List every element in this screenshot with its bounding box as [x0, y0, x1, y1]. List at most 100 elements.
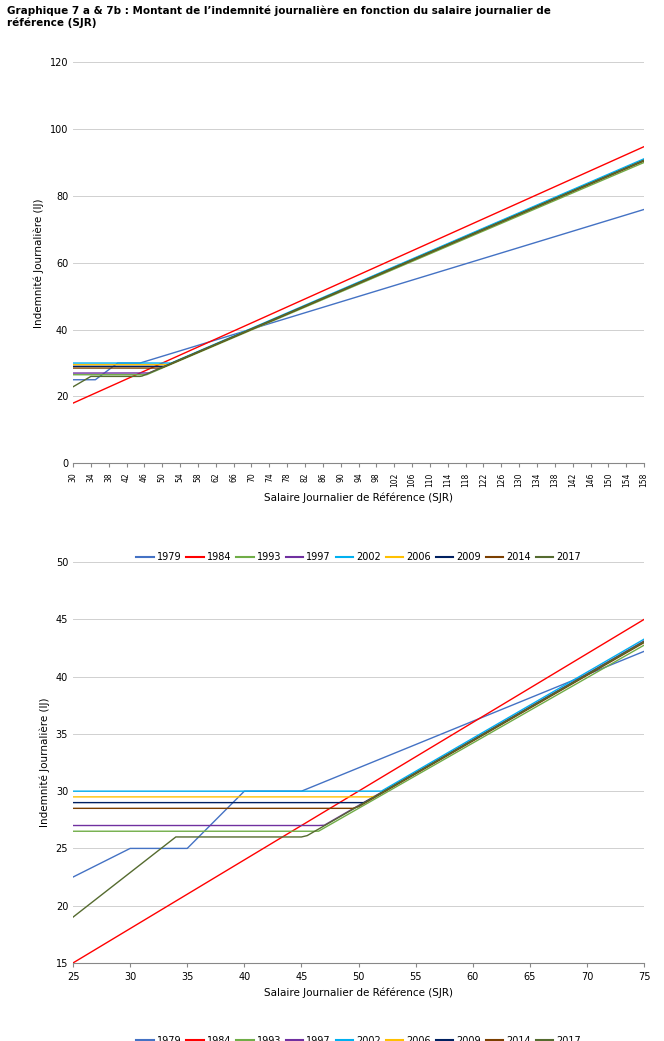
1997 — [248, 323, 256, 335]
2009 — [297, 302, 305, 314]
2002 — [640, 633, 648, 645]
1993 — [69, 824, 77, 837]
1993 — [640, 639, 648, 652]
2006 — [640, 635, 648, 648]
2017 — [412, 767, 420, 780]
2017 — [642, 153, 650, 166]
2009 — [69, 796, 77, 809]
1984 — [248, 316, 256, 329]
Line: 1984: 1984 — [73, 146, 646, 403]
2014 — [497, 718, 505, 731]
2006 — [297, 302, 305, 314]
2002 — [154, 357, 162, 370]
2017 — [69, 911, 77, 923]
Line: 2009: 2009 — [73, 159, 646, 366]
2014 — [332, 286, 340, 299]
1979 — [332, 297, 340, 309]
2002 — [69, 357, 77, 370]
Legend: 1979, 1984, 1993, 1997, 2002, 2006, 2009, 2014, 2017: 1979, 1984, 1993, 1997, 2002, 2006, 2009… — [133, 1032, 584, 1041]
1997 — [497, 717, 505, 730]
2002 — [562, 186, 570, 199]
Line: 2006: 2006 — [73, 159, 646, 364]
1993 — [332, 815, 340, 828]
2014 — [154, 362, 162, 375]
2002 — [212, 785, 220, 797]
2014 — [212, 802, 220, 814]
2002 — [497, 715, 505, 728]
2006 — [69, 791, 77, 804]
2006 — [69, 358, 77, 371]
1993 — [562, 189, 570, 202]
Line: 2002: 2002 — [73, 158, 646, 363]
2014 — [562, 188, 570, 201]
2009 — [469, 734, 477, 746]
1984 — [332, 798, 340, 811]
1993 — [297, 303, 305, 315]
1979 — [469, 715, 477, 728]
2006 — [412, 767, 420, 780]
1984 — [412, 751, 420, 763]
1993 — [642, 155, 650, 168]
2014 — [109, 802, 117, 814]
1997 — [640, 635, 648, 648]
Line: 1979: 1979 — [73, 209, 646, 380]
1997 — [212, 819, 220, 832]
2002 — [248, 322, 256, 334]
1997 — [332, 286, 340, 299]
Line: 2014: 2014 — [73, 160, 646, 369]
1979 — [248, 323, 256, 335]
1979 — [332, 771, 340, 784]
1979 — [412, 738, 420, 751]
Y-axis label: Indemnité Journalière (IJ): Indemnité Journalière (IJ) — [40, 697, 50, 828]
1984 — [640, 613, 648, 626]
1979 — [109, 850, 117, 863]
1997 — [412, 766, 420, 779]
2017 — [332, 813, 340, 826]
1979 — [212, 814, 220, 827]
2014 — [297, 302, 305, 314]
2009 — [230, 330, 238, 342]
1979 — [230, 328, 238, 340]
1993 — [332, 287, 340, 300]
1997 — [297, 302, 305, 314]
2006 — [332, 286, 340, 299]
2009 — [69, 360, 77, 373]
2009 — [212, 796, 220, 809]
X-axis label: Salaire Journalier de Référence (SJR): Salaire Journalier de Référence (SJR) — [264, 988, 453, 998]
1993 — [469, 737, 477, 750]
Line: 1993: 1993 — [73, 161, 646, 375]
2006 — [642, 153, 650, 166]
2002 — [642, 152, 650, 164]
2009 — [497, 717, 505, 730]
2006 — [497, 717, 505, 730]
2014 — [412, 767, 420, 780]
1997 — [154, 363, 162, 376]
2006 — [109, 791, 117, 804]
Text: Graphique 7 a & 7b : Montant de l’indemnité journalière en fonction du salaire j: Graphique 7 a & 7b : Montant de l’indemn… — [7, 5, 550, 28]
Line: 1984: 1984 — [73, 619, 644, 963]
1984 — [332, 279, 340, 291]
2014 — [230, 331, 238, 344]
1993 — [109, 824, 117, 837]
2017 — [497, 717, 505, 730]
1993 — [497, 720, 505, 733]
2006 — [212, 791, 220, 804]
1979 — [69, 870, 77, 883]
2002 — [230, 330, 238, 342]
Line: 2006: 2006 — [73, 641, 644, 797]
1984 — [497, 700, 505, 712]
2002 — [109, 785, 117, 797]
2006 — [230, 330, 238, 342]
1979 — [642, 203, 650, 215]
1984 — [642, 139, 650, 152]
1993 — [212, 824, 220, 837]
1997 — [69, 819, 77, 832]
2006 — [469, 734, 477, 746]
2002 — [469, 732, 477, 744]
Line: 1997: 1997 — [73, 641, 644, 826]
1997 — [69, 366, 77, 379]
2017 — [212, 831, 220, 843]
2017 — [248, 323, 256, 335]
2017 — [640, 635, 648, 648]
1993 — [230, 331, 238, 344]
